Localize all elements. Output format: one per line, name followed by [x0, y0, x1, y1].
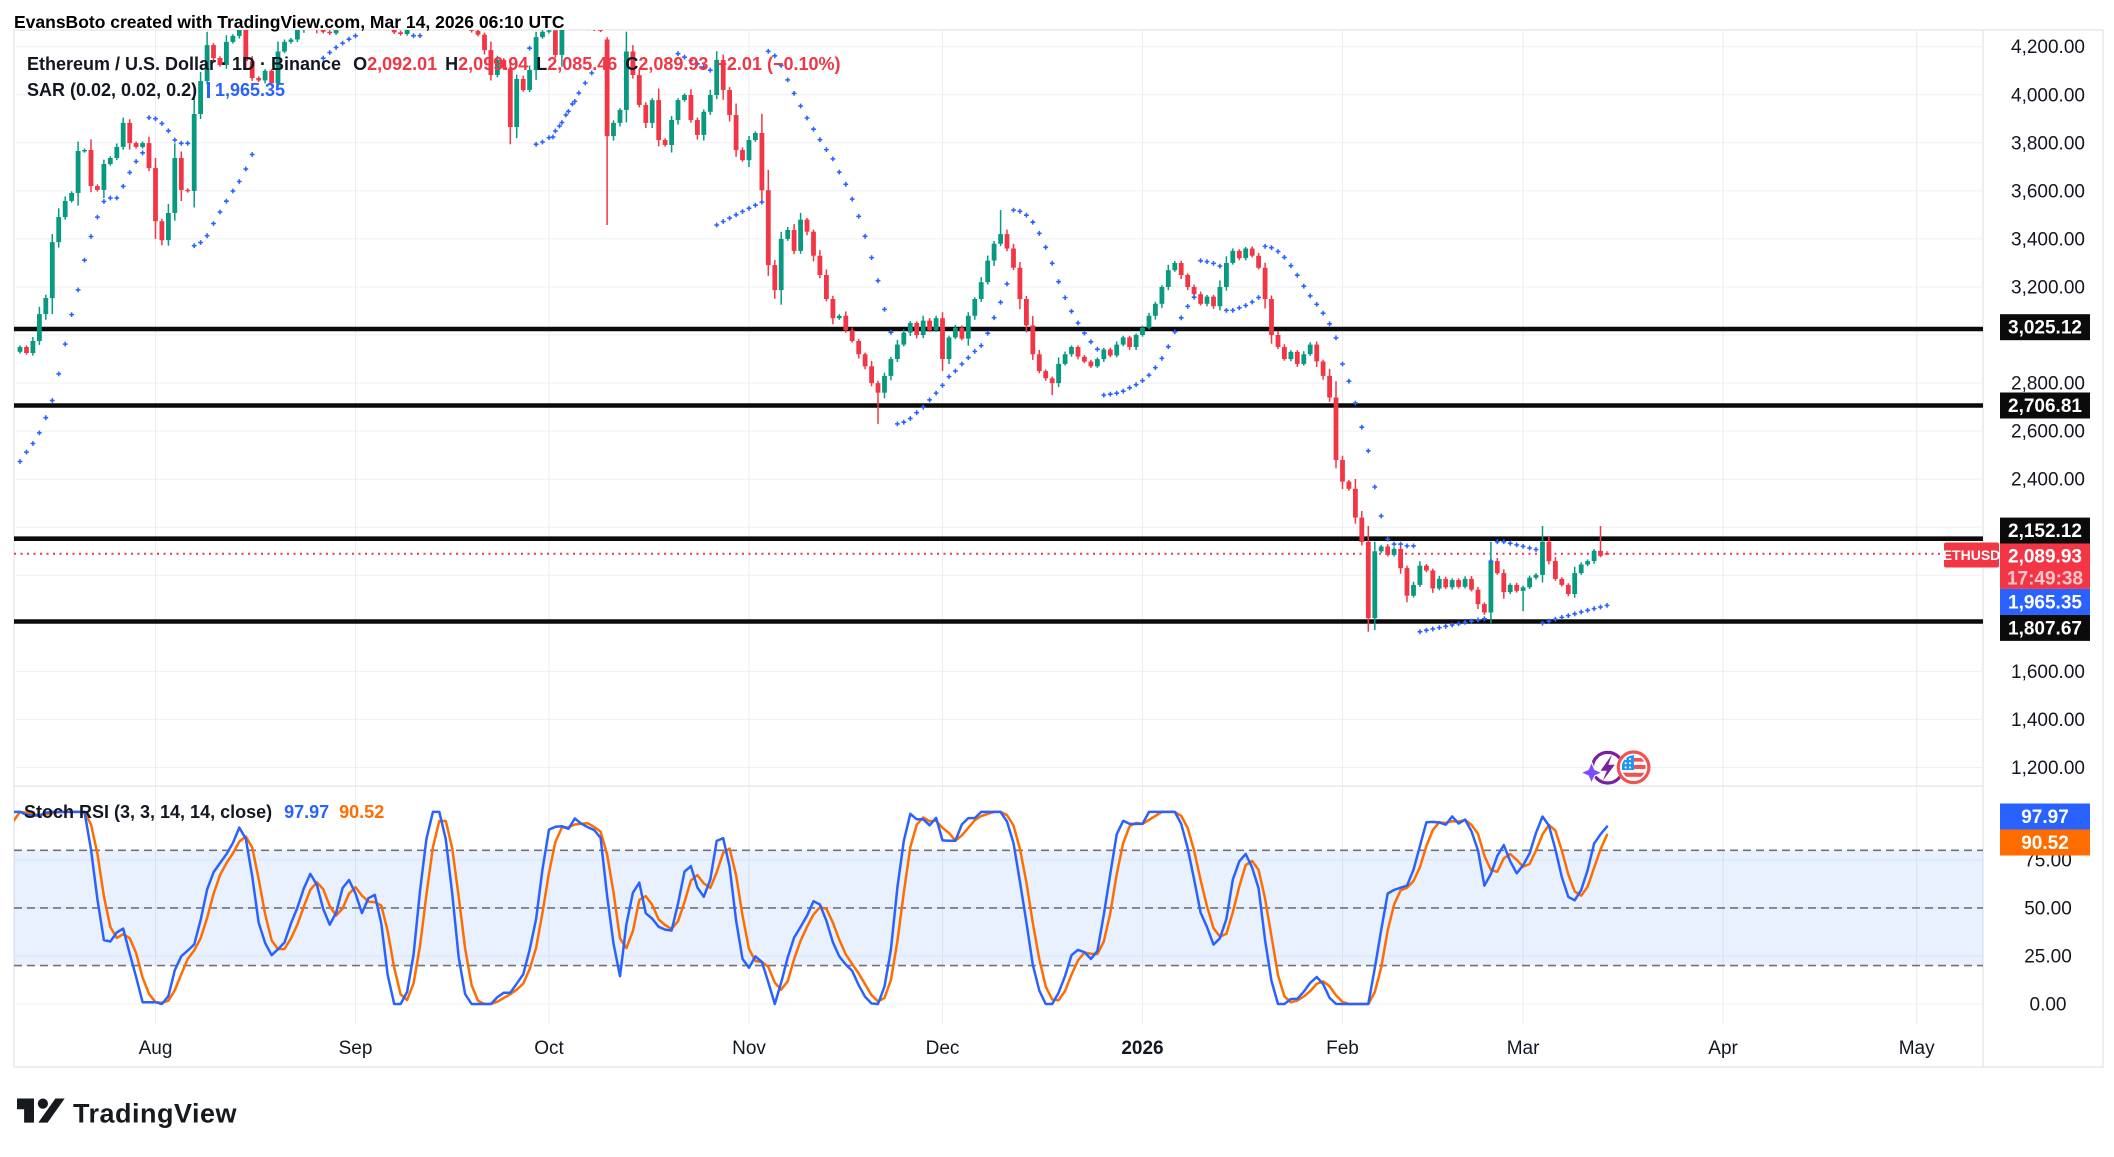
svg-text:3,800.00: 3,800.00 — [2011, 133, 2085, 154]
svg-text:Ethereum / U.S. Dollar · 1D ·: Ethereum / U.S. Dollar · 1D · Binance O2,… — [27, 54, 841, 74]
svg-text:17:49:38: 17:49:38 — [2007, 569, 2083, 590]
svg-text:Feb: Feb — [1326, 1038, 1359, 1059]
svg-text:3,600.00: 3,600.00 — [2011, 181, 2085, 202]
svg-text:1,200.00: 1,200.00 — [2011, 758, 2085, 779]
svg-text:4,000.00: 4,000.00 — [2011, 85, 2085, 106]
svg-text:Nov: Nov — [732, 1038, 766, 1059]
svg-text:25.00: 25.00 — [2024, 947, 2072, 968]
svg-text:2,152.12: 2,152.12 — [2008, 521, 2082, 542]
svg-text:3,200.00: 3,200.00 — [2011, 278, 2085, 299]
svg-text:2026: 2026 — [1121, 1038, 1163, 1059]
svg-text:50.00: 50.00 — [2024, 898, 2072, 919]
svg-text:ETHUSD: ETHUSD — [1943, 547, 2001, 563]
svg-text:Dec: Dec — [926, 1038, 960, 1059]
svg-text:SAR (0.02, 0.02, 0.2): SAR (0.02, 0.02, 0.2) — [27, 80, 197, 100]
svg-text:EvansBoto created with Trading: EvansBoto created with TradingView.com, … — [14, 12, 565, 32]
svg-text:2,400.00: 2,400.00 — [2011, 470, 2085, 491]
svg-text:1,807.67: 1,807.67 — [2008, 618, 2082, 639]
svg-text:90.52: 90.52 — [2021, 833, 2069, 854]
svg-text:Apr: Apr — [1708, 1038, 1738, 1059]
svg-text:0.00: 0.00 — [2030, 995, 2067, 1016]
svg-text:3,400.00: 3,400.00 — [2011, 229, 2085, 250]
svg-text:Stoch RSI (3, 3, 14, 14, close: Stoch RSI (3, 3, 14, 14, close) 97.97 90.5… — [24, 802, 384, 822]
svg-text:75.00: 75.00 — [2024, 850, 2072, 871]
svg-text:Aug: Aug — [139, 1038, 173, 1059]
svg-text:4,200.00: 4,200.00 — [2011, 37, 2085, 58]
svg-text:1,965.35: 1,965.35 — [2008, 592, 2082, 613]
svg-text:2,600.00: 2,600.00 — [2011, 422, 2085, 443]
svg-text:Sep: Sep — [339, 1038, 373, 1059]
svg-text:1,600.00: 1,600.00 — [2011, 662, 2085, 683]
svg-text:2,089.93: 2,089.93 — [2008, 547, 2082, 568]
svg-text:Oct: Oct — [534, 1038, 564, 1059]
svg-text:2,800.00: 2,800.00 — [2011, 374, 2085, 395]
svg-text:Mar: Mar — [1507, 1038, 1540, 1059]
svg-text:97.97: 97.97 — [2021, 807, 2069, 828]
svg-text:1,965.35: 1,965.35 — [215, 80, 285, 100]
svg-text:2,706.81: 2,706.81 — [2008, 396, 2082, 417]
svg-text:1,400.00: 1,400.00 — [2011, 710, 2085, 731]
svg-text:May: May — [1899, 1038, 1935, 1059]
svg-text:TradingView: TradingView — [73, 1099, 238, 1129]
svg-text:3,025.12: 3,025.12 — [2008, 318, 2082, 339]
